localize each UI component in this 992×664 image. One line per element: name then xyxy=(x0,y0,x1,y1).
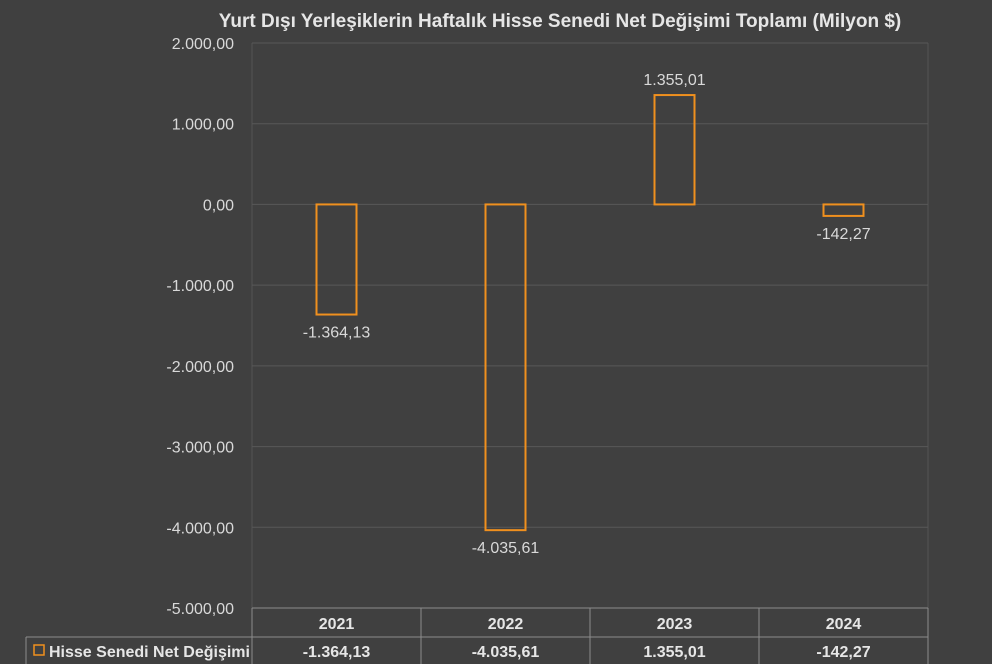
data-label: -4.035,61 xyxy=(472,540,540,557)
table-value-cell: -4.035,61 xyxy=(472,644,540,661)
x-category-label: 2021 xyxy=(319,616,355,633)
y-tick-label: -2.000,00 xyxy=(166,359,234,376)
table-value-cell: -1.364,13 xyxy=(303,644,371,661)
x-category-label: 2024 xyxy=(826,616,862,633)
bar xyxy=(315,203,358,316)
bar xyxy=(822,203,865,217)
bar-series xyxy=(315,94,865,532)
chart-title: Yurt Dışı Yerleşiklerin Haftalık Hisse S… xyxy=(219,11,901,32)
y-tick-label: 1.000,00 xyxy=(172,117,234,134)
bar xyxy=(484,203,527,532)
data-labels: -1.364,13 -4.035,61 1.355,01 -142,27 xyxy=(303,72,871,557)
y-tick-label: 2.000,00 xyxy=(172,36,234,53)
bar xyxy=(653,94,696,206)
y-tick-label: -3.000,00 xyxy=(166,440,234,457)
table-value-cell: 1.355,01 xyxy=(643,644,705,661)
table-value-cell: -142,27 xyxy=(816,644,870,661)
x-category-label: 2023 xyxy=(657,616,693,633)
y-tick-label: -1.000,00 xyxy=(166,278,234,295)
y-tick-label: -5.000,00 xyxy=(166,601,234,618)
data-label: 1.355,01 xyxy=(643,72,705,89)
data-table: 2021 -1.364,13 2022 -4.035,61 2023 1.355,01 20… xyxy=(25,607,929,664)
legend-series-name: Hisse Senedi Net Değişimi xyxy=(49,644,250,661)
data-label: -142,27 xyxy=(816,226,870,243)
x-category-label: 2022 xyxy=(488,616,524,633)
y-tick-label: 0,00 xyxy=(203,197,234,214)
y-axis-ticks: 2.000,00 1.000,00 0,00 -1.000,00 -2.000,00 -3… xyxy=(166,36,234,618)
data-label: -1.364,13 xyxy=(303,325,371,342)
legend-key xyxy=(33,644,45,656)
y-tick-label: -4.000,00 xyxy=(166,520,234,537)
